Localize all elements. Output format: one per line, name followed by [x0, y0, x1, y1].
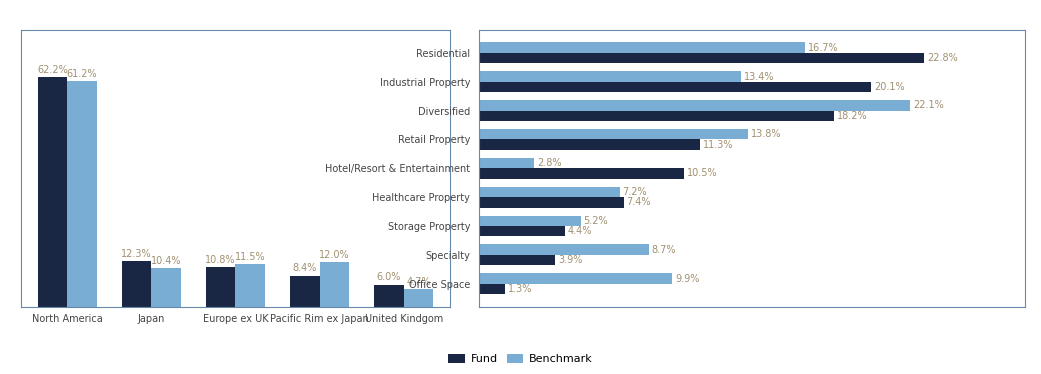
- Bar: [479, 43, 805, 53]
- Text: 62.2%: 62.2%: [37, 65, 68, 75]
- Bar: [479, 111, 834, 121]
- Text: 16.7%: 16.7%: [808, 43, 838, 53]
- Bar: [374, 285, 404, 307]
- Text: 7.2%: 7.2%: [623, 187, 648, 197]
- Bar: [479, 71, 740, 82]
- Bar: [479, 187, 619, 197]
- Bar: [320, 263, 349, 307]
- Bar: [479, 245, 649, 255]
- Text: 3.9%: 3.9%: [558, 255, 583, 265]
- Text: 5.2%: 5.2%: [584, 216, 608, 226]
- Text: 9.9%: 9.9%: [676, 273, 700, 283]
- Text: 10.8%: 10.8%: [205, 255, 236, 265]
- Bar: [479, 168, 684, 179]
- Bar: [479, 255, 555, 265]
- Text: 13.8%: 13.8%: [752, 129, 782, 139]
- Bar: [122, 261, 151, 307]
- Text: 2.8%: 2.8%: [537, 158, 561, 168]
- Bar: [479, 100, 910, 111]
- Bar: [479, 273, 672, 284]
- Text: 1.3%: 1.3%: [508, 284, 532, 294]
- Text: 20.1%: 20.1%: [874, 82, 905, 92]
- Bar: [479, 158, 534, 168]
- Text: 61.2%: 61.2%: [67, 69, 97, 79]
- Text: 13.4%: 13.4%: [743, 71, 775, 82]
- Bar: [479, 82, 871, 92]
- Bar: [479, 284, 505, 294]
- Bar: [479, 197, 624, 208]
- Bar: [479, 129, 748, 140]
- Text: 8.4%: 8.4%: [293, 263, 318, 273]
- Text: 4.4%: 4.4%: [568, 226, 592, 236]
- Bar: [479, 216, 581, 226]
- Bar: [404, 289, 433, 307]
- Text: 8.7%: 8.7%: [652, 245, 677, 255]
- Bar: [151, 268, 181, 307]
- Text: 22.1%: 22.1%: [913, 100, 944, 110]
- Bar: [67, 81, 97, 307]
- Bar: [235, 264, 264, 307]
- Bar: [479, 140, 700, 150]
- Text: 7.4%: 7.4%: [627, 197, 651, 207]
- Text: 18.2%: 18.2%: [837, 111, 868, 121]
- Text: 10.5%: 10.5%: [687, 169, 717, 178]
- Bar: [479, 53, 924, 63]
- Text: 11.5%: 11.5%: [235, 252, 265, 262]
- Text: 10.4%: 10.4%: [151, 256, 181, 266]
- Text: 22.8%: 22.8%: [926, 53, 958, 63]
- Text: 12.0%: 12.0%: [319, 250, 350, 260]
- Bar: [290, 276, 320, 307]
- Bar: [479, 226, 565, 236]
- Text: 12.3%: 12.3%: [121, 249, 152, 259]
- Text: 11.3%: 11.3%: [703, 140, 733, 150]
- Legend: Fund, Benchmark: Fund, Benchmark: [443, 349, 598, 368]
- Text: 4.7%: 4.7%: [406, 277, 431, 287]
- Bar: [206, 267, 235, 307]
- Text: 6.0%: 6.0%: [377, 272, 401, 282]
- Bar: [37, 77, 67, 307]
